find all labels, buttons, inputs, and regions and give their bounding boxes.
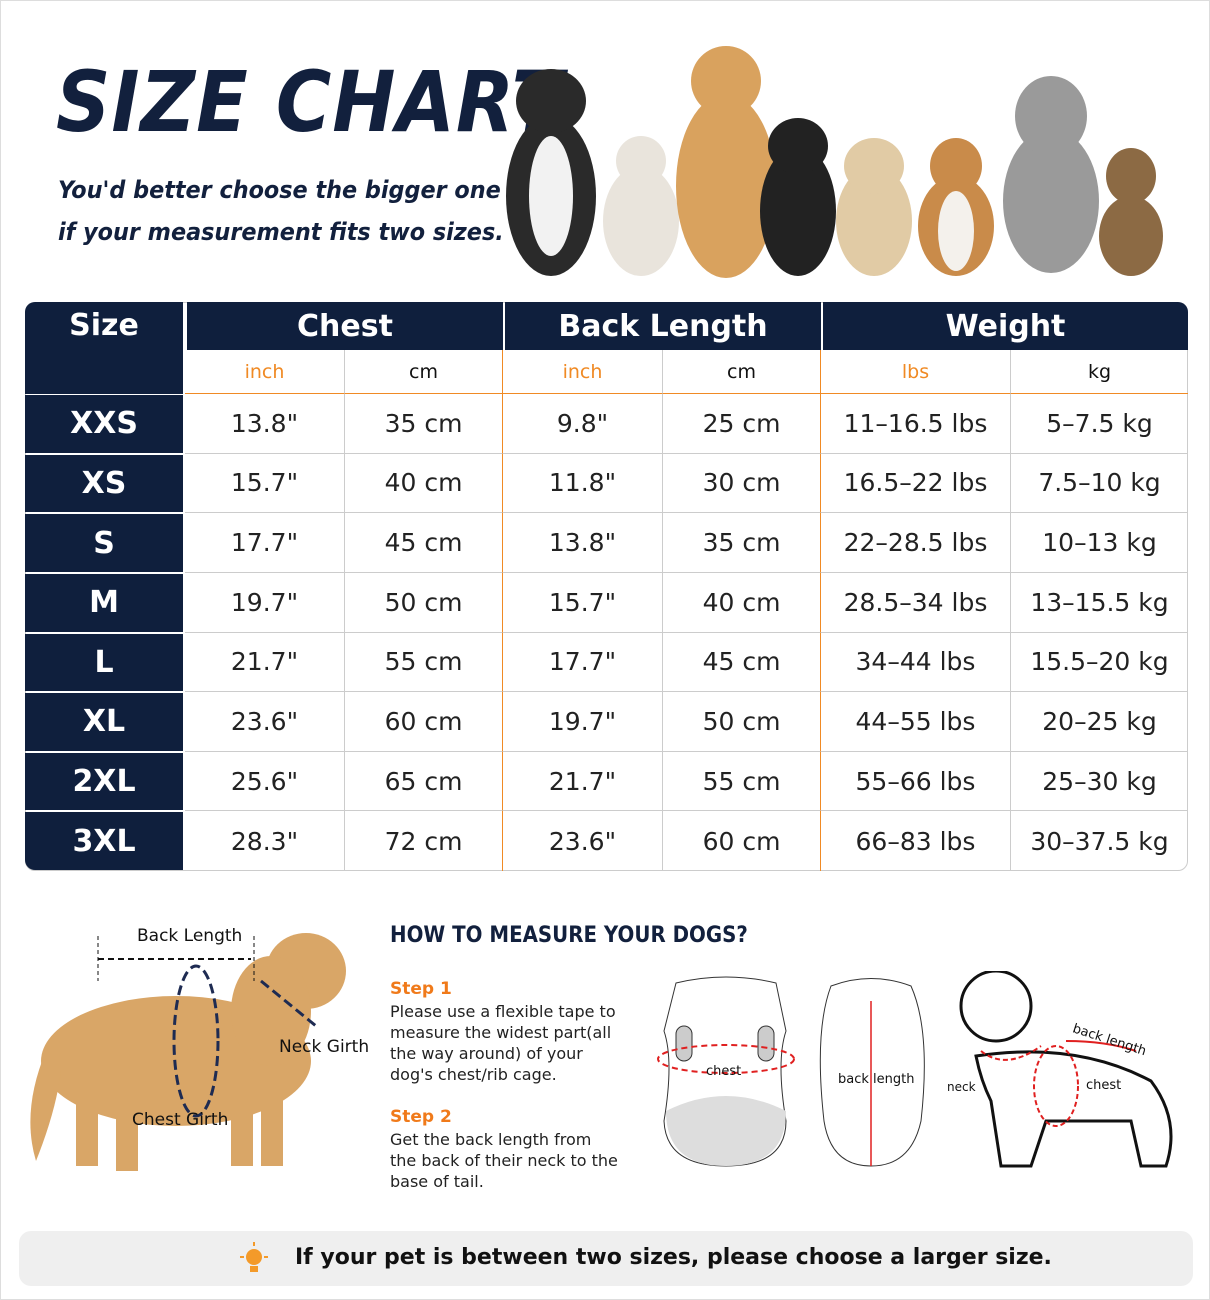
data-cell: 50 cm [663, 692, 821, 752]
data-cell: 60 cm [345, 692, 503, 752]
footer-bar [19, 1231, 1193, 1286]
photo-label: Neck Girth [279, 1037, 370, 1057]
data-cell: 55–66 lbs [821, 751, 1011, 812]
dog-label: chest [1086, 1078, 1122, 1093]
size-cell: XXS [25, 395, 183, 453]
data-cell: 72 cm [345, 811, 503, 871]
unit-cell: kg [1011, 350, 1188, 394]
data-cell: 55 cm [663, 751, 821, 812]
data-cell: 44–55 lbs [821, 692, 1011, 752]
data-cell: 11.8" [503, 453, 663, 514]
data-cell: 16.5–22 lbs [821, 453, 1011, 514]
data-cell: 65 cm [345, 751, 503, 812]
data-cell: 21.7" [503, 751, 663, 812]
dogs-photo [506, 46, 1163, 278]
data-cell: 40 cm [345, 453, 503, 514]
photo-label: Back Length [137, 926, 243, 946]
step-text: Get the back length from the back of the… [390, 1130, 618, 1191]
data-cell: 19.7" [503, 692, 663, 752]
size-cell: XL [25, 693, 183, 751]
unit-cell: cm [345, 350, 503, 394]
header-cell: Back Length [505, 302, 821, 350]
data-cell: 17.7" [185, 513, 345, 573]
header-cell: Size [25, 302, 183, 394]
data-cell: 30–37.5 kg [1030, 826, 1169, 856]
subtitle: You'd better choose the bigger one [58, 176, 501, 204]
data-cell: 15.7" [185, 453, 345, 514]
size-cell: M [25, 573, 183, 632]
data-cell: 22–28.5 lbs [821, 513, 1011, 573]
data-cell: 60 cm [663, 811, 821, 871]
data-cell: 45 cm [345, 513, 503, 573]
measure-drawings [657, 971, 1173, 1168]
data-cell: 13.8" [185, 394, 345, 454]
unit-cell: lbs [821, 350, 1011, 394]
data-cell: 7.5–10 kg [1011, 454, 1188, 514]
data-cell: 55 cm [345, 632, 503, 693]
data-cell: 13.8" [503, 513, 663, 573]
data-cell: 23.6" [185, 692, 345, 752]
data-cell: 40 cm [663, 572, 821, 633]
size-cell: S [25, 514, 183, 572]
data-cell: 66–83 lbs [821, 811, 1011, 871]
data-cell: 28.3" [185, 811, 345, 871]
data-cell: 45 cm [663, 632, 821, 693]
footer-note: If your pet is between two sizes, please… [295, 1245, 1052, 1270]
data-cell: 35 cm [345, 394, 503, 454]
data-cell: 34–44 lbs [821, 632, 1011, 693]
unit-cell: inch [503, 350, 663, 394]
dog-label: neck [947, 1080, 976, 1094]
data-cell: 19.7" [185, 572, 345, 633]
data-cell: 30 cm [663, 453, 821, 514]
garment-label: back length [838, 1072, 915, 1087]
data-cell: 11–16.5 lbs [821, 394, 1011, 454]
data-cell: 5–7.5 kg [1011, 394, 1188, 454]
size-cell: 3XL [25, 812, 183, 870]
unit-cell: cm [663, 350, 821, 394]
photo-label: Chest Girth [132, 1110, 229, 1130]
bulb-icon [240, 1242, 268, 1272]
step-title: Step 2 [390, 1107, 452, 1127]
data-cell: 10–13 kg [1011, 513, 1188, 573]
subtitle: if your measurement fits two sizes. [58, 218, 504, 246]
data-cell: 25.6" [185, 751, 345, 812]
data-cell: 50 cm [345, 572, 503, 633]
data-cell: 25 cm [663, 394, 821, 454]
data-cell: 23.6" [503, 811, 663, 871]
data-cell: 35 cm [663, 513, 821, 573]
header-cell: Weight [823, 302, 1188, 350]
data-cell: 20–25 kg [1011, 692, 1188, 752]
size-cell: L [25, 633, 183, 692]
measure-title: HOW TO MEASURE YOUR DOGS? [390, 923, 748, 948]
header-cell: Chest [187, 302, 503, 350]
data-cell: 13–15.5 kg [1011, 573, 1188, 633]
size-cell: 2XL [25, 752, 183, 811]
data-cell: 28.5–34 lbs [821, 572, 1011, 633]
data-cell: 21.7" [185, 632, 345, 693]
data-cell: 15.5–20 kg [1011, 633, 1188, 693]
data-cell: 25–30 kg [1011, 752, 1188, 812]
size-cell: XS [25, 454, 183, 513]
title: SIZE CHART [56, 53, 565, 151]
data-cell: 15.7" [503, 572, 663, 633]
unit-cell: inch [185, 350, 345, 394]
data-cell: 9.8" [503, 394, 663, 454]
step-title: Step 1 [390, 979, 452, 999]
dog-measure-photo [30, 933, 346, 1171]
step-text: Please use a flexible tape to measure th… [390, 1002, 616, 1084]
data-cell: 17.7" [503, 632, 663, 693]
garment-label: chest [706, 1064, 742, 1079]
